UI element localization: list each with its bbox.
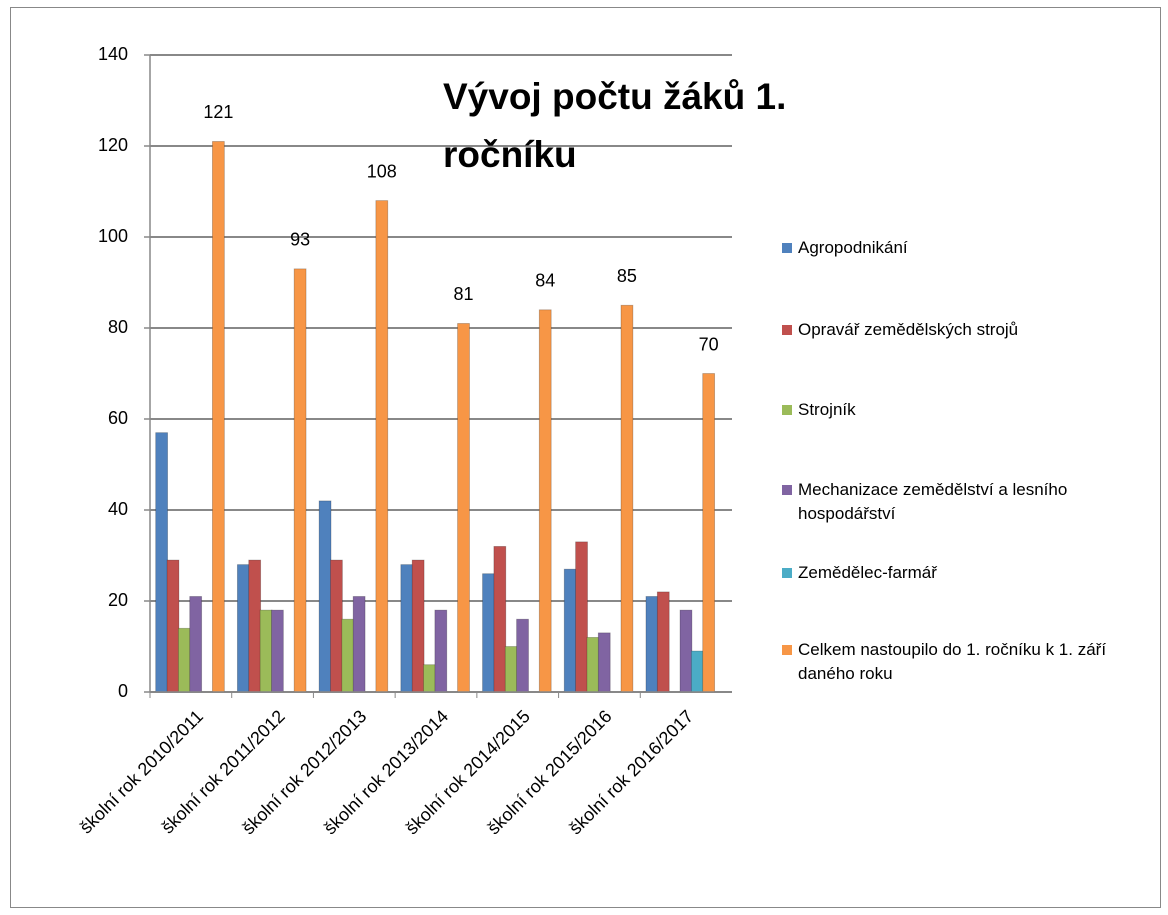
bar — [538, 309, 552, 693]
bar — [375, 200, 389, 693]
bar — [236, 564, 250, 693]
bar — [575, 541, 588, 693]
legend-item: Strojník — [782, 398, 1152, 422]
legend-swatch — [782, 405, 792, 415]
bar — [690, 650, 704, 693]
bar — [248, 559, 262, 693]
y-tick-label: 100 — [98, 226, 128, 246]
bar — [423, 664, 436, 693]
data-label: 121 — [203, 102, 233, 122]
bar — [293, 268, 307, 693]
bar — [620, 304, 634, 693]
bar — [563, 568, 577, 693]
bar — [411, 559, 425, 693]
bar — [166, 559, 180, 693]
data-label: 108 — [367, 161, 397, 181]
bar — [656, 591, 670, 693]
legend-swatch — [782, 645, 792, 655]
legend-item: Celkem nastoupilo do 1. ročníku k 1. zář… — [782, 638, 1152, 686]
legend-item: Opravář zemědělských strojů — [782, 318, 1152, 342]
bar — [271, 609, 284, 693]
chart-border — [10, 7, 1161, 908]
bar — [400, 564, 414, 693]
bar — [155, 432, 168, 693]
bar — [645, 596, 659, 693]
y-tick-label: 80 — [108, 317, 128, 337]
legend-label: Zemědělec-farmář — [798, 563, 937, 582]
bar — [586, 637, 600, 693]
legend-item: Agropodnikání — [782, 236, 1152, 260]
legend-swatch — [782, 485, 792, 495]
legend-label: Opravář zemědělských strojů — [798, 320, 1019, 339]
data-label: 84 — [535, 271, 555, 291]
legend-swatch — [782, 568, 792, 578]
bar — [434, 609, 448, 693]
legend-label: Mechanizace zemědělství a lesního hospod… — [798, 480, 1068, 523]
y-tick-label: 140 — [98, 44, 128, 64]
bar — [504, 646, 518, 693]
legend-item: Zemědělec-farmář — [782, 561, 1152, 585]
y-tick-label: 120 — [98, 135, 128, 155]
y-tick-label: 20 — [108, 590, 128, 610]
chart-title: Vývoj počtu žáků 1. ročníku — [443, 76, 787, 175]
bar — [516, 618, 529, 693]
legend-swatch — [782, 325, 792, 335]
bar — [482, 573, 495, 693]
legend-swatch — [782, 243, 792, 253]
bar — [212, 141, 225, 693]
bar — [493, 546, 507, 693]
data-label: 93 — [290, 230, 310, 250]
legend-label: Agropodnikání — [798, 238, 908, 257]
bar — [318, 500, 332, 693]
bar — [189, 596, 203, 693]
y-tick-label: 40 — [108, 499, 128, 519]
y-tick-label: 0 — [118, 681, 128, 701]
bar — [702, 373, 716, 693]
bar — [679, 609, 693, 693]
bar — [341, 618, 355, 693]
data-label: 81 — [454, 284, 474, 304]
y-tick-label: 60 — [108, 408, 128, 428]
bar — [259, 609, 273, 693]
data-label: 70 — [699, 334, 719, 354]
data-label: 85 — [617, 266, 637, 286]
bar — [457, 323, 470, 693]
bar — [597, 632, 611, 693]
bar — [330, 559, 343, 693]
legend-item: Mechanizace zemědělství a lesního hospod… — [782, 478, 1152, 526]
bar — [352, 596, 366, 693]
legend-label: Celkem nastoupilo do 1. ročníku k 1. zář… — [798, 640, 1107, 683]
bar — [177, 627, 191, 693]
legend-label: Strojník — [798, 400, 856, 419]
